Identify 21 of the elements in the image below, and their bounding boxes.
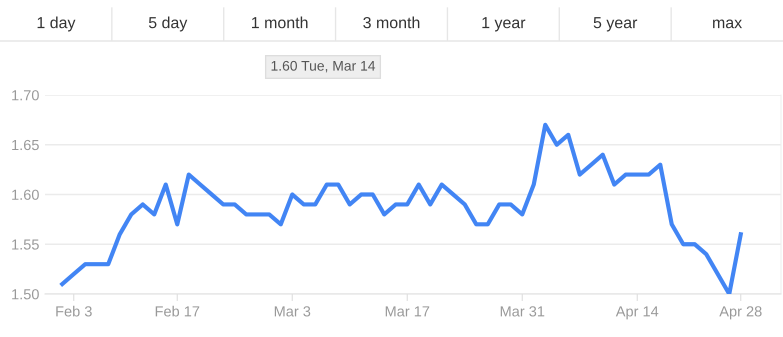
x-tick-label: Mar 3 (274, 306, 310, 317)
text: 1 year (482, 17, 526, 32)
text: 5 year (594, 17, 638, 32)
x-tick-label: Feb 3 (56, 306, 92, 317)
line-series (60, 122, 743, 294)
y-tick-label: 1.65 (12, 140, 39, 150)
y-tick-label: 1.60 (12, 190, 39, 200)
x-tick-label: Mar 31 (500, 306, 544, 317)
text: 3 month (363, 16, 420, 28)
x-tick-label: Apr 14 (616, 306, 658, 320)
y-tick-label: 1.55 (12, 240, 39, 250)
x-tick-label: Mar 17 (386, 306, 430, 317)
x-tick-label: Apr 28 (719, 306, 762, 320)
x-tick-label: Feb 17 (156, 306, 200, 317)
text: max (713, 20, 742, 28)
y-tick-label: 1.70 (12, 90, 39, 100)
text: 1 month (252, 16, 308, 28)
text: 1.60 Tue, Mar 14 (272, 60, 376, 72)
text: 1 day (38, 16, 76, 32)
text: 5 day (148, 16, 188, 32)
y-tick-label: 1.50 (12, 289, 39, 300)
